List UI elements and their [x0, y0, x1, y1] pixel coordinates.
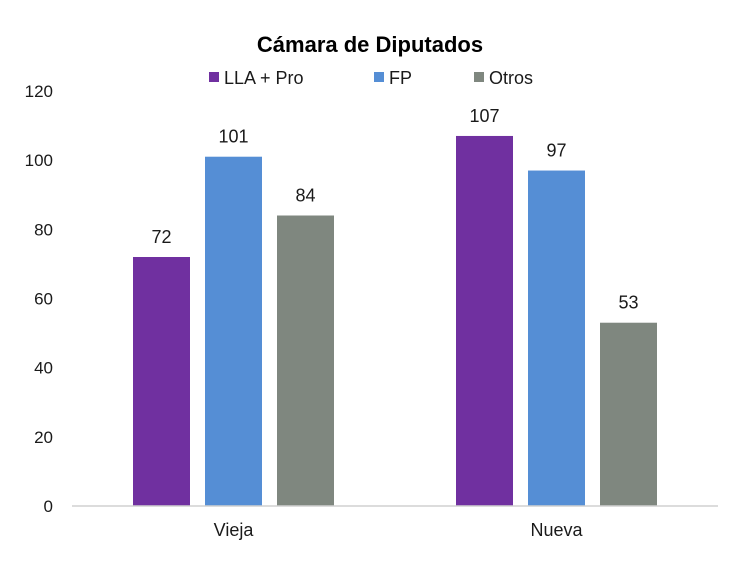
y-tick-label: 40: [34, 359, 53, 378]
data-label: 53: [618, 293, 638, 313]
legend-swatch: [374, 72, 384, 82]
data-label: 72: [151, 227, 171, 247]
legend-label: Otros: [489, 68, 533, 88]
y-tick-label: 20: [34, 428, 53, 447]
legend-label: FP: [389, 68, 412, 88]
bar-nueva-1: [528, 170, 585, 506]
y-tick-label: 100: [25, 151, 53, 170]
chart-title: Cámara de Diputados: [257, 32, 483, 57]
data-label: 101: [218, 127, 248, 147]
bar-nueva-0: [456, 135, 513, 507]
x-category-label: Vieja: [214, 520, 255, 540]
data-label: 97: [546, 141, 566, 161]
y-tick-label: 0: [44, 497, 53, 516]
data-labels: 72 101 84 107 97 53: [151, 106, 638, 313]
data-label: 107: [469, 106, 499, 126]
legend: LLA + Pro FP Otros: [209, 68, 533, 88]
bar-vieja-1: [205, 156, 262, 507]
data-label: 84: [295, 186, 315, 206]
bars: [133, 135, 657, 507]
y-axis: 0 20 40 60 80 100 120: [25, 82, 53, 516]
bar-vieja-2: [277, 215, 334, 506]
legend-swatch: [209, 72, 219, 82]
legend-swatch: [474, 72, 484, 82]
y-tick-label: 120: [25, 82, 53, 101]
y-tick-label: 60: [34, 290, 53, 309]
bar-nueva-2: [600, 322, 657, 506]
legend-label: LLA + Pro: [224, 68, 304, 88]
x-axis: Vieja Nueva: [214, 520, 584, 540]
bar-vieja-0: [133, 257, 190, 506]
x-category-label: Nueva: [530, 520, 583, 540]
y-tick-label: 80: [34, 220, 53, 239]
